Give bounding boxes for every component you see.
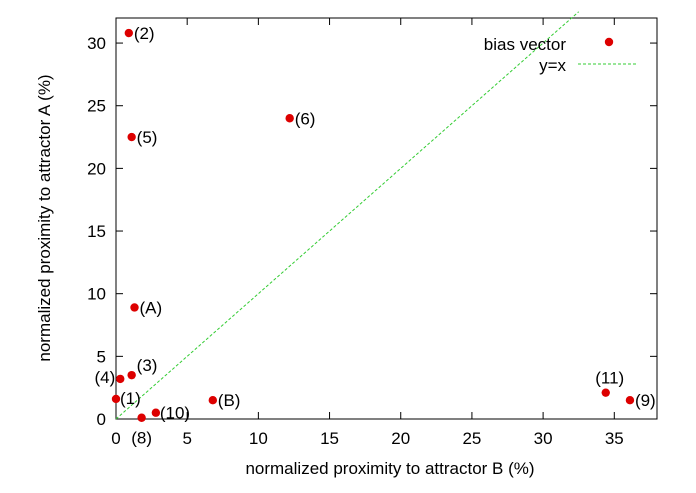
y-tick-label: 5 — [97, 347, 106, 366]
reference-line-y-equals-x — [115, 11, 580, 420]
tick-layer: 0 5 10 15 20 25 30 35 0 5 10 15 20 25 30 — [87, 18, 657, 448]
legend-label-bias-vector: bias vector — [484, 35, 567, 54]
data-point-label: (2) — [134, 24, 155, 43]
data-point-label: (6) — [295, 109, 316, 128]
x-axis-label: normalized proximity to attractor B (%) — [245, 459, 534, 478]
data-point-label: (3) — [137, 356, 158, 375]
y-tick-label: 25 — [87, 97, 106, 116]
data-point-label: (5) — [137, 128, 158, 147]
data-point — [625, 396, 635, 405]
data-point-label: (A) — [140, 298, 163, 317]
legend-marker-bias-vector — [604, 37, 614, 47]
data-point — [137, 413, 146, 422]
y-axis-label: normalized proximity to attractor A (%) — [35, 74, 54, 361]
data-point — [116, 374, 125, 384]
legend-label-y-equals-x: y=x — [539, 56, 566, 75]
data-point-label: (1) — [120, 389, 141, 408]
y-tick-label: 10 — [87, 285, 106, 304]
legend: bias vector y=x — [484, 35, 638, 75]
plot-frame — [115, 17, 658, 420]
x-tick-label: 0 — [111, 429, 120, 448]
x-tick-label: 30 — [534, 429, 553, 448]
data-point — [124, 28, 134, 38]
x-tick-label: 20 — [391, 429, 410, 448]
y-tick-label: 15 — [87, 222, 106, 241]
x-tick-label: 15 — [320, 429, 339, 448]
data-point — [601, 388, 610, 397]
y-tick-label: 30 — [87, 34, 106, 53]
point-layer: (1) (2) (3) (4) (5) (6) (8) (9) (10) (11) (A) (B) — [94, 24, 655, 448]
data-point-label: (B) — [218, 391, 241, 410]
x-tick-label: 25 — [462, 429, 481, 448]
x-tick-label: 5 — [182, 429, 191, 448]
y-tick-label: 20 — [87, 159, 106, 178]
data-point — [151, 408, 161, 417]
x-tick-label: 35 — [605, 429, 624, 448]
reference-line-layer — [115, 11, 580, 420]
data-point — [111, 394, 121, 404]
y-tick-label: 0 — [97, 410, 106, 429]
data-point-label: (8) — [131, 429, 152, 448]
data-point-label: (4) — [94, 368, 115, 387]
data-point — [208, 396, 218, 405]
data-point — [285, 114, 294, 123]
x-tick-label: 10 — [249, 429, 268, 448]
data-point — [130, 303, 139, 312]
data-point-label: (10) — [160, 404, 190, 423]
data-point-label: (11) — [595, 369, 624, 388]
data-point-label: (9) — [635, 391, 656, 410]
data-point — [127, 370, 136, 380]
data-point — [127, 132, 136, 142]
